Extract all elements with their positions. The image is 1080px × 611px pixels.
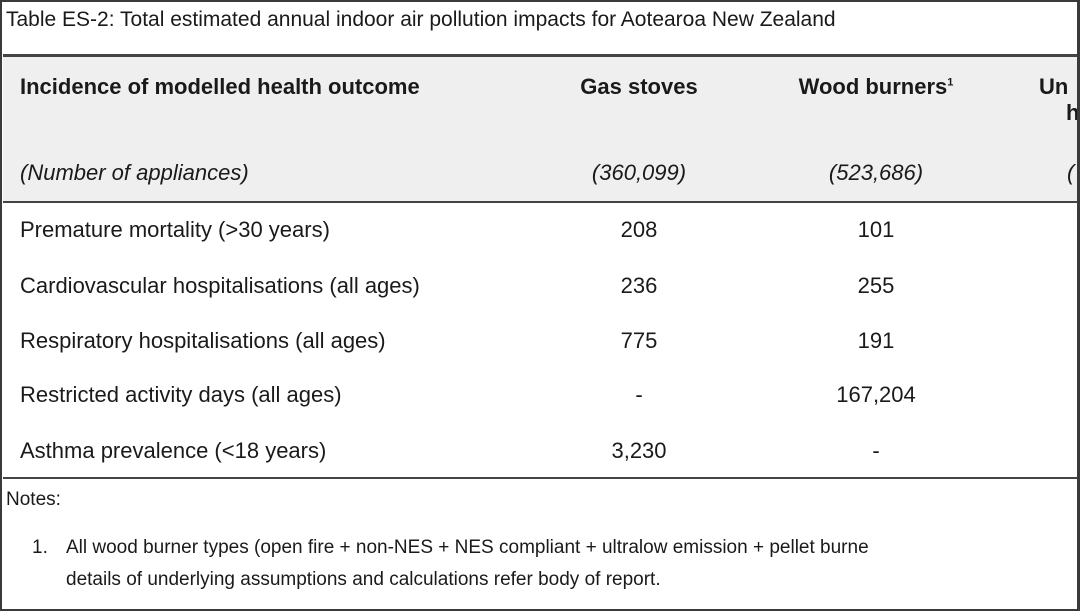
frame-right-border [1077, 0, 1080, 611]
count-unflued-heaters: ( [1067, 160, 1075, 185]
table-header-rule [3, 201, 1077, 203]
header-gas-stoves: Gas stoves [580, 74, 698, 99]
row-outcome: Respiratory hospitalisations (all ages) [20, 328, 386, 353]
header-unflued-heaters-line2: h [1066, 100, 1077, 125]
row-wood-value: - [872, 438, 880, 463]
note-text-line2: details of underlying assumptions and ca… [66, 569, 661, 590]
row-gas-value: 236 [620, 273, 658, 298]
frame-top-border [0, 0, 1080, 2]
row-wood-value: 191 [857, 328, 895, 353]
row-outcome: Restricted activity days (all ages) [20, 382, 342, 407]
row-outcome: Asthma prevalence (<18 years) [20, 438, 327, 463]
count-gas-stoves: (360,099) [591, 160, 687, 185]
row-gas-value: 3,230 [611, 438, 667, 463]
note-text-line1: All wood burner types (open fire + non-N… [66, 537, 869, 558]
row-gas-value: 208 [620, 217, 658, 242]
row-wood-value: 255 [857, 273, 895, 298]
impacts-table: Incidence of modelled health outcome Gas… [3, 54, 1077, 480]
row-outcome: Premature mortality (>30 years) [20, 217, 330, 242]
count-label: (Number of appliances) [20, 160, 249, 185]
footnote-marker: 1 [947, 76, 954, 89]
header-outcome: Incidence of modelled health outcome [20, 74, 420, 99]
table-header-band [3, 57, 1077, 201]
header-wood-burners: Wood burners1 [776, 74, 976, 100]
frame-bottom-border [0, 609, 1080, 611]
row-wood-value: 167,204 [836, 382, 916, 407]
frame-left-border [0, 0, 2, 611]
notes-title: Notes: [6, 489, 61, 510]
count-wood-burners: (523,686) [828, 160, 924, 185]
table-caption: Table ES-2: Total estimated annual indoo… [6, 8, 836, 31]
note-number: 1. [32, 537, 48, 558]
table-bottom-rule [3, 477, 1077, 479]
header-unflued-heaters: Un [1039, 74, 1069, 99]
row-wood-value: 101 [857, 217, 895, 242]
row-outcome: Cardiovascular hospitalisations (all age… [20, 273, 420, 298]
row-gas-value: 775 [620, 328, 658, 353]
row-gas-value: - [635, 382, 643, 407]
header-wood-burners-label: Wood burners [798, 74, 948, 99]
table-top-rule [3, 54, 1077, 57]
